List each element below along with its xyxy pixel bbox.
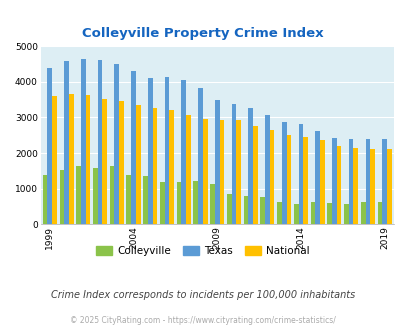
Bar xyxy=(319,140,324,224)
Text: Crime Index corresponds to incidents per 100,000 inhabitants: Crime Index corresponds to incidents per… xyxy=(51,290,354,300)
Bar xyxy=(226,194,231,224)
Bar xyxy=(210,184,214,224)
Bar xyxy=(360,202,364,224)
Bar xyxy=(382,139,386,224)
Bar xyxy=(298,123,303,224)
Bar xyxy=(81,59,85,224)
Bar xyxy=(303,137,307,224)
Bar xyxy=(248,108,252,224)
Bar xyxy=(353,148,357,224)
Bar xyxy=(281,122,286,224)
Bar xyxy=(93,168,98,224)
Bar xyxy=(147,78,152,224)
Bar xyxy=(64,61,69,224)
Bar xyxy=(152,108,157,224)
Bar xyxy=(185,115,190,224)
Bar xyxy=(126,175,131,224)
Bar xyxy=(202,118,207,224)
Bar xyxy=(293,205,298,224)
Bar xyxy=(98,60,102,224)
Bar xyxy=(160,182,164,224)
Bar xyxy=(243,196,248,224)
Bar xyxy=(43,175,47,224)
Bar xyxy=(286,135,290,224)
Bar xyxy=(326,203,331,224)
Bar xyxy=(252,126,257,224)
Bar xyxy=(136,105,140,224)
Bar xyxy=(386,149,391,224)
Text: © 2025 CityRating.com - https://www.cityrating.com/crime-statistics/: © 2025 CityRating.com - https://www.city… xyxy=(70,316,335,325)
Bar xyxy=(377,202,382,224)
Text: Colleyville Property Crime Index: Colleyville Property Crime Index xyxy=(82,26,323,40)
Bar xyxy=(47,68,52,224)
Bar xyxy=(343,205,348,224)
Bar xyxy=(143,176,147,224)
Bar xyxy=(231,104,236,224)
Bar xyxy=(131,71,136,224)
Bar xyxy=(193,181,198,224)
Bar xyxy=(114,64,119,224)
Bar xyxy=(369,149,374,224)
Bar xyxy=(176,182,181,224)
Bar xyxy=(76,166,81,224)
Bar xyxy=(52,96,57,224)
Bar xyxy=(198,88,202,224)
Bar xyxy=(236,120,241,224)
Bar xyxy=(181,80,185,224)
Bar xyxy=(164,77,169,224)
Bar xyxy=(277,202,281,224)
Bar xyxy=(315,131,319,224)
Bar xyxy=(169,110,174,224)
Bar xyxy=(214,100,219,224)
Bar xyxy=(269,130,274,224)
Bar xyxy=(331,138,336,224)
Bar xyxy=(60,170,64,224)
Bar xyxy=(310,202,315,224)
Bar xyxy=(109,166,114,224)
Bar xyxy=(260,197,264,224)
Bar xyxy=(102,99,107,224)
Bar xyxy=(336,146,341,224)
Bar xyxy=(264,115,269,224)
Bar xyxy=(85,95,90,224)
Bar xyxy=(219,119,224,224)
Legend: Colleyville, Texas, National: Colleyville, Texas, National xyxy=(92,242,313,260)
Bar xyxy=(364,139,369,224)
Bar xyxy=(119,101,124,224)
Bar xyxy=(348,139,353,224)
Bar xyxy=(69,94,73,224)
